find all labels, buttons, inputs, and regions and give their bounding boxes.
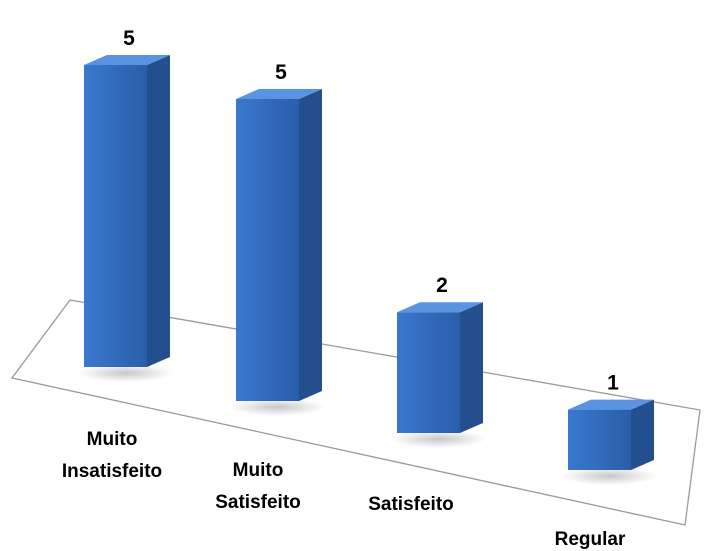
- bar: [390, 302, 487, 448]
- category-label: Insatisfeito: [62, 461, 162, 482]
- bar-side: [147, 55, 170, 367]
- data-label: 5: [123, 27, 135, 50]
- bar: [77, 55, 174, 382]
- bars-group: [77, 55, 658, 485]
- bar-shadow: [561, 467, 658, 485]
- category-label: Muito: [87, 429, 138, 450]
- bar-side: [299, 89, 322, 401]
- data-label: 1: [607, 372, 619, 395]
- bar-top: [236, 89, 322, 99]
- bar-front: [397, 312, 460, 433]
- bar-side: [631, 399, 654, 470]
- category-label: Muito: [233, 460, 284, 481]
- bar-front: [568, 409, 631, 470]
- bar-front: [236, 99, 299, 401]
- bar-top: [84, 55, 170, 65]
- bar-top: [397, 302, 483, 313]
- category-label: Regular: [555, 529, 626, 550]
- bar-side: [460, 302, 483, 433]
- category-label: Satisfeito: [368, 494, 454, 515]
- bar-front: [84, 65, 147, 367]
- bar-shadow: [229, 398, 326, 416]
- chart-floor: [10, 299, 701, 526]
- bar-shadow: [390, 430, 487, 448]
- data-label: 2: [436, 274, 448, 297]
- bar: [561, 399, 658, 485]
- data-label: 5: [275, 61, 287, 84]
- labels-group: 5 Muito Insatisfeito 5 Muito Satisfeito 2 Satis…: [62, 27, 626, 550]
- bar-top: [568, 399, 654, 410]
- category-label: Satisfeito: [215, 492, 301, 513]
- bar: [229, 89, 326, 416]
- bar-shadow: [77, 364, 174, 382]
